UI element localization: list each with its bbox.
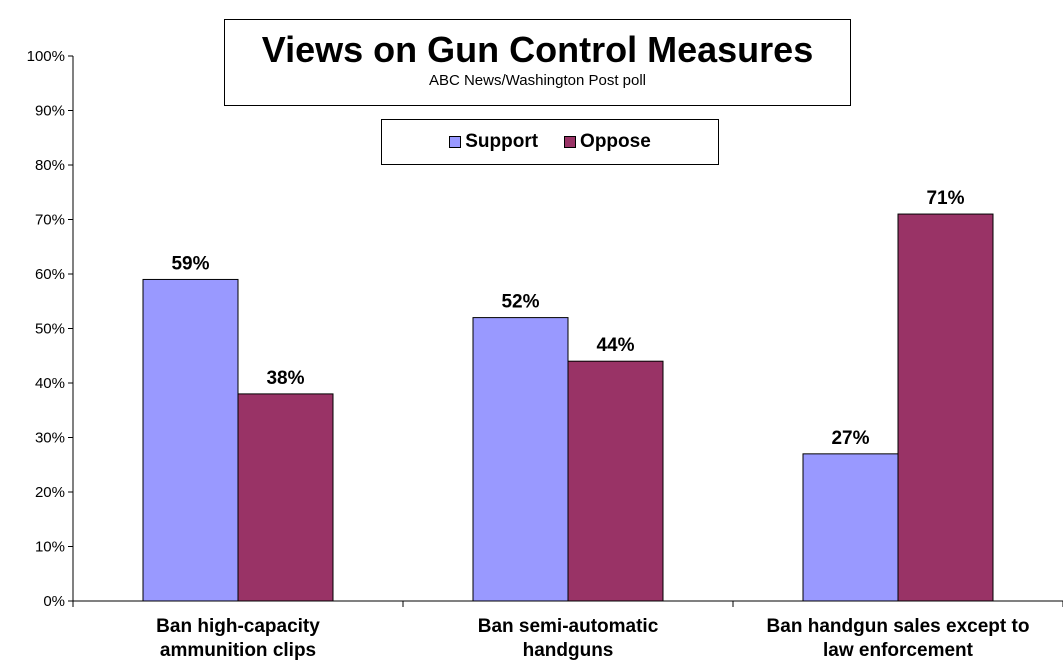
bar-oppose	[237, 393, 334, 602]
data-label: 38%	[266, 368, 304, 389]
bar-oppose	[897, 213, 994, 602]
category-label: Ban semi-automatic	[478, 616, 659, 637]
bar-support	[472, 317, 569, 602]
legend-label-oppose: Oppose	[580, 131, 651, 152]
data-label: 44%	[596, 335, 634, 356]
y-tick-label: 30%	[35, 430, 65, 447]
bar-support	[142, 278, 239, 602]
category-label: handguns	[523, 640, 614, 661]
legend-item-oppose: Oppose	[564, 131, 651, 153]
data-label: 27%	[831, 428, 869, 449]
y-tick-label: 60%	[35, 266, 65, 283]
category-label: Ban high-capacity	[156, 616, 320, 637]
data-label: 52%	[501, 292, 539, 313]
legend: Support Oppose	[381, 119, 719, 165]
data-label: 59%	[171, 253, 209, 274]
legend-label-support: Support	[465, 131, 539, 152]
data-label: 71%	[926, 188, 964, 209]
bar-oppose	[567, 360, 664, 602]
chart-subtitle: ABC News/Washington Post poll	[428, 72, 647, 89]
y-tick-label: 50%	[35, 321, 65, 338]
y-tick-label: 0%	[43, 593, 65, 610]
bar-support	[802, 453, 899, 602]
legend-item-support: Support	[449, 131, 538, 153]
y-tick-label: 20%	[35, 484, 65, 501]
legend-swatch-support	[449, 136, 462, 148]
chart-title: Views on Gun Control Measures	[261, 29, 814, 70]
category-label: law enforcement	[823, 640, 974, 661]
y-tick-label: 40%	[35, 375, 65, 392]
legend-swatch-oppose	[564, 136, 577, 148]
category-label: ammunition clips	[160, 640, 316, 661]
title-box: Views on Gun Control Measures ABC News/W…	[224, 19, 851, 106]
category-label: Ban handgun sales except to	[767, 616, 1030, 637]
y-tick-label: 80%	[35, 157, 65, 174]
y-tick-label: 100%	[27, 48, 65, 65]
y-tick-label: 10%	[35, 539, 65, 556]
y-tick-label: 70%	[35, 212, 65, 229]
y-tick-label: 90%	[35, 103, 65, 120]
